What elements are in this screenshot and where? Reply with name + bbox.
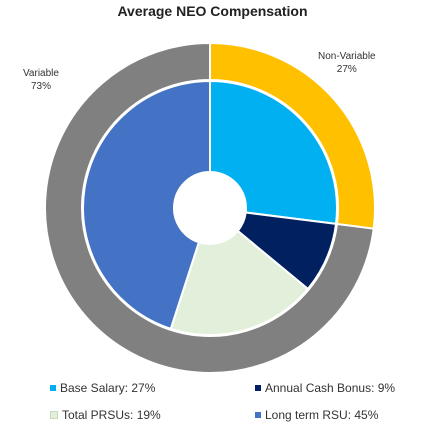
- legend-swatch: [50, 385, 56, 391]
- inner-slice-base-salary: [209, 79, 338, 226]
- legend-item-base-salary: Base Salary: 27%: [50, 381, 155, 395]
- chart-title: Average NEO Compensation: [117, 3, 308, 19]
- variable-label-name: Variable: [23, 68, 59, 79]
- non-variable-label: Non-Variable 27%: [318, 50, 376, 76]
- non-variable-label-value: 27%: [336, 64, 357, 75]
- legend-label: Total PRSUs: 19%: [62, 408, 161, 422]
- inner-slice-total-prsus: [169, 229, 310, 336]
- legend-label: Annual Cash Bonus: 9%: [265, 381, 396, 395]
- legend-label: Base Salary: 27%: [60, 381, 156, 395]
- legend-label: Long term RSU: 45%: [265, 408, 379, 422]
- legend-item-total-prsus: Total PRSUs: 19%: [50, 408, 161, 422]
- legend-swatch: [255, 412, 261, 418]
- variable-label: Variable 73%: [23, 67, 59, 93]
- inner-slice-long-term-rsu: [82, 79, 211, 331]
- variable-label-value: 73%: [30, 81, 51, 92]
- legend-swatch: [50, 411, 58, 419]
- legend-swatch: [255, 385, 261, 391]
- non-variable-label-name: Non-Variable: [318, 51, 376, 62]
- legend-item-long-term-rsu: Long term RSU: 45%: [255, 408, 378, 422]
- legend-item-annual-cash-bonus: Annual Cash Bonus: 9%: [255, 381, 395, 395]
